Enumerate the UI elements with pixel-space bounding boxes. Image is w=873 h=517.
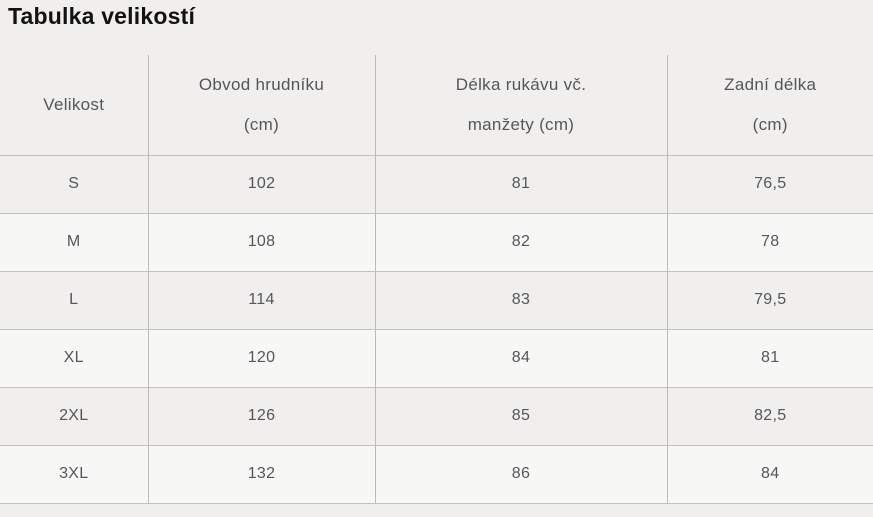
chest-cell: 126	[147, 387, 375, 446]
size-cell: M	[0, 213, 148, 272]
size-cell: L	[0, 271, 148, 330]
sleeve-cell: 82	[374, 213, 667, 272]
column-header-label: Obvod hrudníku	[198, 74, 325, 94]
sleeve-cell: 86	[374, 445, 667, 504]
column-header-label: Velikost	[43, 94, 105, 114]
column-header-delka-rukavu: Délka rukávu vč. manžety (cm)	[374, 55, 667, 156]
sleeve-cell: 81	[374, 155, 667, 214]
size-cell: XL	[0, 329, 148, 388]
back-cell: 76,5	[666, 155, 873, 214]
column-header-label: manžety (cm)	[467, 114, 575, 134]
column-header-label: (cm)	[752, 114, 788, 134]
back-cell: 82,5	[666, 387, 873, 446]
table-row: XL 120 84 81	[0, 329, 873, 388]
chest-cell: 114	[147, 271, 375, 330]
header-row: Velikost Obvod hrudníku (cm) Délka rukáv…	[0, 55, 873, 156]
chest-cell: 108	[147, 213, 375, 272]
size-table-header: Velikost Obvod hrudníku (cm) Délka rukáv…	[0, 55, 873, 156]
column-header-obvod-hrudniku: Obvod hrudníku (cm)	[147, 55, 375, 156]
column-header-label: Zadní délka	[724, 74, 817, 94]
back-cell: 84	[666, 445, 873, 504]
table-row: 3XL 132 86 84	[0, 445, 873, 504]
size-cell: 3XL	[0, 445, 148, 504]
chest-cell: 120	[147, 329, 375, 388]
size-table: Velikost Obvod hrudníku (cm) Délka rukáv…	[0, 55, 873, 504]
table-row: 2XL 126 85 82,5	[0, 387, 873, 446]
column-header-label: Délka rukávu vč.	[455, 74, 587, 94]
page-title: Tabulka velikostí	[8, 3, 196, 29]
chest-cell: 102	[147, 155, 375, 214]
back-cell: 79,5	[666, 271, 873, 330]
chest-cell: 132	[147, 445, 375, 504]
table-row: L 114 83 79,5	[0, 271, 873, 330]
size-cell: 2XL	[0, 387, 148, 446]
sleeve-cell: 83	[374, 271, 667, 330]
size-table-body: S 102 81 76,5 M 108 82 78 L 114 83 79,5 …	[0, 155, 873, 504]
back-cell: 81	[666, 329, 873, 388]
table-row: M 108 82 78	[0, 213, 873, 272]
size-cell: S	[0, 155, 148, 214]
column-header-zadni-delka: Zadní délka (cm)	[666, 55, 873, 156]
sleeve-cell: 84	[374, 329, 667, 388]
sleeve-cell: 85	[374, 387, 667, 446]
column-header-label: (cm)	[243, 114, 280, 134]
table-row: S 102 81 76,5	[0, 155, 873, 214]
column-header-velikost: Velikost	[0, 55, 148, 156]
back-cell: 78	[666, 213, 873, 272]
